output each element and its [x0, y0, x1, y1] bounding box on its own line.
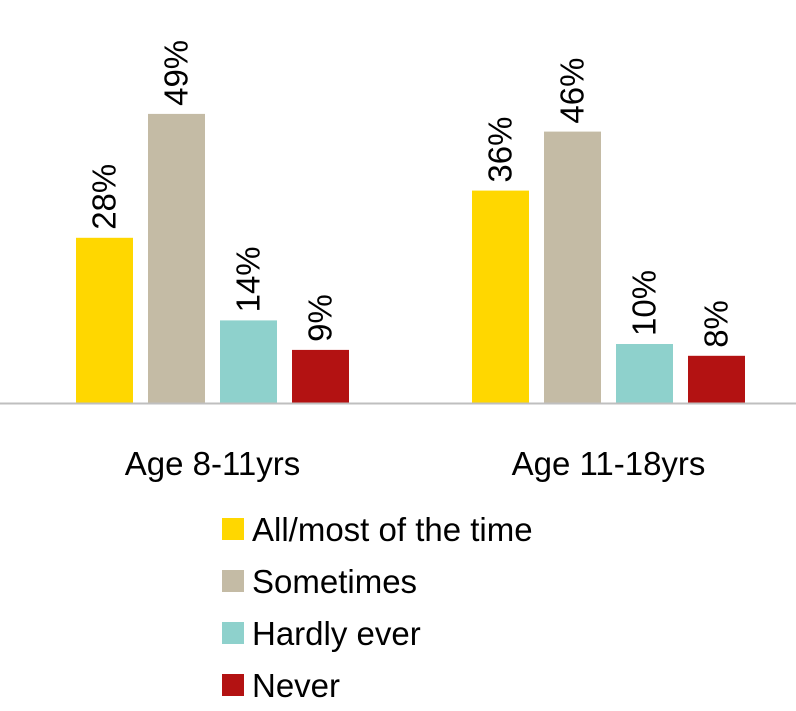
- value-label-hardly-ever-age-11-18yrs: 10%: [626, 270, 663, 336]
- legend-swatch-hardly-ever: [222, 622, 244, 644]
- bar-hardly-ever-age-8-11yrs: [220, 320, 277, 403]
- value-label-never-age-11-18yrs: 8%: [698, 300, 735, 348]
- legend-item-never: Never: [222, 659, 533, 711]
- bar-never-age-8-11yrs: [292, 349, 349, 403]
- bar-never-age-11-18yrs: [688, 355, 745, 403]
- category-label-age-11-18yrs: Age 11-18yrs: [512, 445, 706, 482]
- legend-swatch-never: [222, 674, 244, 696]
- category-label-age-8-11yrs: Age 8-11yrs: [125, 445, 300, 482]
- legend-label-hardly-ever: Hardly ever: [252, 614, 421, 652]
- legend-swatch-sometimes: [222, 570, 244, 592]
- value-labels-group: 28% 49% 14% 9% 36% 46% 10% 8%: [86, 40, 735, 348]
- bar-all-most-of-the-time-age-8-11yrs: [76, 237, 133, 403]
- legend-item-all-most: All/most of the time: [222, 503, 533, 555]
- value-label-never-age-8-11yrs: 9%: [302, 294, 339, 342]
- value-label-hardly-ever-age-8-11yrs: 14%: [230, 246, 267, 312]
- value-label-all-most-of-the-time-age-11-18yrs: 36%: [482, 117, 519, 183]
- legend-item-hardly-ever: Hardly ever: [222, 607, 533, 659]
- legend-swatch-all-most: [222, 518, 244, 540]
- value-label-sometimes-age-8-11yrs: 49%: [158, 40, 195, 106]
- bar-sometimes-age-11-18yrs: [544, 131, 601, 403]
- bar-all-most-of-the-time-age-11-18yrs: [472, 190, 529, 403]
- value-label-sometimes-age-11-18yrs: 46%: [554, 58, 591, 124]
- bar-chart: 28% 49% 14% 9% 36% 46% 10% 8% Age 8-11yrs Age 11…: [0, 40, 796, 482]
- value-label-all-most-of-the-time-age-8-11yrs: 28%: [86, 164, 123, 230]
- legend-label-all-most: All/most of the time: [252, 510, 533, 548]
- legend: All/most of the time Sometimes Hardly ev…: [222, 503, 533, 711]
- category-labels-group: Age 8-11yrs Age 11-18yrs: [125, 445, 706, 482]
- bar-hardly-ever-age-11-18yrs: [616, 344, 673, 403]
- bars-group: [76, 113, 745, 404]
- legend-label-never: Never: [252, 666, 341, 704]
- legend-label-sometimes: Sometimes: [252, 562, 418, 600]
- legend-item-sometimes: Sometimes: [222, 555, 533, 607]
- bar-sometimes-age-8-11yrs: [148, 113, 205, 404]
